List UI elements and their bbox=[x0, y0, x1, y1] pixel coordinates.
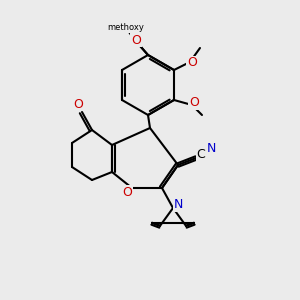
Text: N: N bbox=[206, 142, 216, 155]
Text: O: O bbox=[189, 97, 199, 110]
Text: O: O bbox=[131, 34, 141, 46]
Text: O: O bbox=[122, 185, 132, 199]
Text: N: N bbox=[173, 199, 183, 212]
Text: O: O bbox=[187, 56, 197, 70]
Text: methoxy: methoxy bbox=[108, 23, 144, 32]
Text: O: O bbox=[73, 98, 83, 110]
Text: C: C bbox=[196, 148, 206, 161]
